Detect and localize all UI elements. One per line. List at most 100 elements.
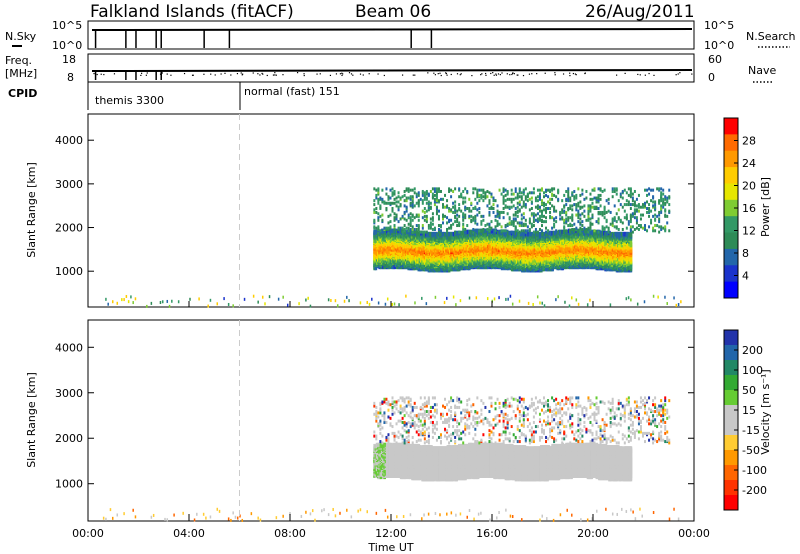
freq-label-line1: Freq.	[5, 54, 32, 67]
nave-dot	[471, 74, 473, 77]
cpid-label: CPID	[8, 87, 37, 100]
nave-dot	[536, 73, 538, 75]
nave-dot	[492, 72, 494, 74]
freq-strip-frame	[87, 53, 695, 83]
nave-dot	[303, 74, 305, 77]
nave-dot	[377, 73, 379, 75]
nave-dot	[242, 73, 244, 75]
freq-tick-top: 18	[62, 53, 76, 66]
nave-dot	[511, 72, 514, 74]
nave-dot	[282, 74, 284, 76]
nave-dot	[616, 74, 618, 76]
nave-dot	[240, 72, 242, 74]
nave-dot	[362, 74, 364, 76]
nave-dot	[348, 72, 351, 74]
nave-dot	[262, 73, 264, 75]
nave-dot	[522, 74, 525, 77]
nave-dot	[675, 74, 677, 76]
nsearch-tick-top: 10^5	[704, 19, 734, 32]
nave-dot	[501, 72, 503, 74]
nave-dot	[434, 74, 436, 76]
nave-dot	[224, 72, 226, 74]
nsky-strip-frame	[87, 20, 695, 50]
nave-dot	[159, 73, 162, 75]
nave-dot	[450, 73, 452, 76]
nave-tick-top: 60	[708, 53, 722, 66]
nave-dot	[401, 74, 404, 76]
nsearch-label: N.Search	[746, 30, 796, 43]
nsky-tick-top: 10^5	[52, 19, 82, 32]
nave-dot	[103, 73, 105, 76]
power-panel-frame	[87, 113, 695, 308]
nsearch-tick-bottom: 10^0	[704, 39, 734, 52]
nave-dot	[335, 73, 338, 75]
nave-dot	[653, 74, 655, 76]
freq-label-line2: [MHz]	[5, 67, 37, 80]
nave-dot	[368, 73, 370, 75]
nave-dot	[203, 73, 205, 75]
nave-dot	[490, 72, 492, 75]
nave-dot	[517, 74, 519, 76]
nave-dot	[446, 74, 448, 76]
freq-tick-bottom: 8	[67, 71, 74, 84]
nave-dot	[383, 74, 385, 77]
nsky-trace	[91, 28, 693, 48]
nave-dot	[459, 74, 461, 76]
nave-dot	[339, 73, 342, 75]
nave-dot	[554, 74, 556, 76]
nave-dot	[100, 73, 102, 75]
nave-dot	[145, 74, 147, 76]
nave-dot	[637, 73, 639, 76]
nave-dot	[140, 74, 142, 77]
nave-dot	[93, 72, 95, 75]
nave-dot	[485, 72, 487, 75]
nave-dot	[445, 72, 448, 75]
nave-dot	[192, 74, 194, 76]
nave-dot	[170, 74, 172, 76]
nave-dot	[511, 73, 513, 76]
nave-dot	[433, 72, 435, 74]
nsky-tick-bottom: 10^0	[52, 39, 82, 52]
nave-dot	[584, 72, 586, 75]
nave-dot	[691, 73, 693, 75]
power-data	[105, 187, 682, 308]
nave-dot	[575, 74, 577, 76]
nave-dot	[509, 74, 511, 76]
nave-dot	[341, 74, 343, 77]
nave-dot	[644, 74, 646, 76]
nave-dot	[574, 73, 577, 75]
nave-dot	[113, 73, 116, 75]
nave-dot	[569, 74, 571, 77]
nave-dot	[531, 73, 533, 75]
nave-dot	[440, 74, 442, 77]
nsky-line	[91, 28, 693, 31]
nave-dot	[210, 73, 212, 75]
nave-dot	[303, 73, 305, 75]
freq-trace	[91, 69, 693, 80]
nave-dot	[259, 74, 261, 76]
nave-label: Nave	[748, 64, 776, 77]
cpid-segment-2: normal (fast) 151	[244, 85, 340, 98]
nave-dot	[445, 72, 447, 74]
freq-line	[91, 69, 693, 72]
nsky-label: N.Sky	[5, 30, 37, 43]
nave-dot	[257, 73, 259, 75]
nave-dot	[342, 73, 344, 75]
nave-dot	[236, 72, 239, 75]
nave-dot	[274, 74, 276, 76]
nave-dot	[493, 74, 495, 76]
nave-dot	[412, 74, 414, 76]
nave-dot	[146, 72, 148, 74]
nave-dot	[569, 72, 571, 74]
beam-label: Beam 06	[355, 2, 431, 22]
nave-dot	[460, 73, 462, 75]
nave-dot	[624, 72, 626, 75]
nave-dot	[140, 72, 143, 74]
nave-dot	[677, 73, 679, 75]
nave-dot	[166, 73, 168, 75]
nave-dot	[516, 74, 518, 76]
nave-dot	[214, 74, 216, 76]
nave-dot	[319, 73, 321, 75]
nave-dot	[456, 73, 459, 75]
